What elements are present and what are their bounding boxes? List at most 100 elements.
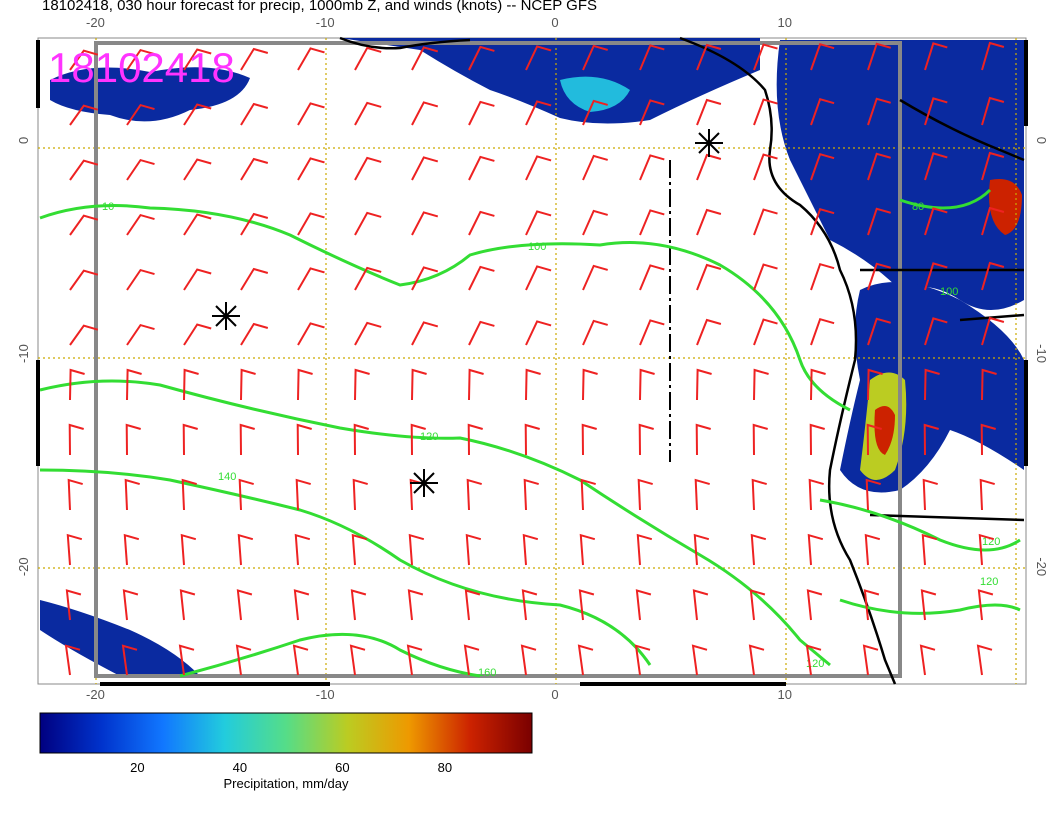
colorbar-tick: 40 [232, 760, 248, 775]
wind-barb [411, 101, 439, 126]
contour-lines [39, 188, 1021, 678]
wind-barb [639, 368, 655, 401]
wind-barb [581, 423, 597, 456]
wind-barb [69, 269, 99, 291]
wind-barb [240, 322, 269, 346]
wind-barb [520, 644, 537, 676]
wind-barb [693, 533, 710, 566]
wind-barb [924, 317, 948, 346]
wind-barb [468, 155, 495, 181]
wind-barb [638, 423, 654, 456]
wind-barb [183, 158, 212, 181]
wind-barb [467, 423, 483, 456]
wind-barb [240, 102, 269, 126]
wind-barb [810, 368, 826, 401]
wind-barb [582, 264, 608, 291]
wind-barb [639, 99, 665, 126]
lat-tick: -20 [16, 557, 31, 576]
region-box [94, 41, 902, 678]
wind-barb [867, 42, 891, 71]
frame-accents [36, 40, 1028, 686]
wind-barb [919, 644, 936, 676]
wind-barb [692, 589, 709, 621]
wind-barb [696, 263, 722, 291]
wind-barb [68, 423, 84, 456]
wind-barb [297, 368, 313, 401]
wind-barb [753, 43, 778, 71]
wind-barb [696, 208, 722, 236]
wind-barb [126, 48, 155, 71]
wind-barb [924, 207, 948, 236]
wind-barb [694, 478, 710, 511]
center-marker [695, 129, 723, 157]
lon-tick: 0 [551, 687, 558, 702]
wind-barb [696, 153, 722, 181]
wind-barb [976, 644, 993, 676]
wind-barb [525, 210, 552, 236]
wind-barb [411, 368, 427, 401]
wind-barb [235, 644, 252, 676]
wind-barb [521, 589, 538, 621]
wind-barb [981, 96, 1005, 126]
contour-label: 120 [420, 431, 438, 443]
wind-barb [579, 533, 596, 566]
wind-barb [296, 423, 312, 456]
precip-core-east [989, 179, 1022, 235]
wind-barb [639, 44, 665, 71]
wind-barb [126, 368, 142, 401]
wind-barb [183, 103, 212, 126]
wind-barb [924, 368, 940, 401]
wind-barb [349, 644, 366, 676]
wind-barb [69, 214, 99, 236]
wind-barb [582, 44, 608, 71]
lon-tick: -20 [86, 687, 105, 702]
wind-barb [810, 262, 835, 291]
coastline [339, 36, 1025, 685]
colorbar-tick: 60 [335, 760, 350, 775]
wind-barb [354, 266, 382, 291]
wind-barb [67, 478, 83, 511]
wind-barb [981, 261, 1005, 291]
wind-barb [406, 644, 423, 676]
wind-barb [639, 209, 665, 236]
wind-barb [924, 152, 948, 181]
wind-barb [805, 644, 822, 676]
wind-barb [124, 478, 140, 511]
wind-barb [979, 478, 995, 511]
map-title: 18102418, 030 hour forecast for precip, … [42, 0, 597, 14]
wind-barb [810, 42, 835, 71]
lon-tick: -10 [316, 15, 335, 30]
wind-barb [411, 46, 439, 71]
wind-barb [465, 533, 482, 566]
wind-barb [639, 264, 665, 291]
wind-barb [863, 589, 880, 621]
wind-barb [921, 533, 938, 566]
wind-barb [977, 589, 994, 621]
wind-barb [751, 478, 767, 511]
wind-barb [696, 368, 712, 401]
wind-barb [981, 206, 1005, 236]
wind-barb [981, 151, 1005, 181]
lon-tick: 10 [778, 687, 792, 702]
wind-barb [753, 98, 778, 126]
wind-barb [810, 207, 835, 236]
wind-barb [466, 478, 482, 511]
wind-barb [122, 589, 139, 621]
precip-core-north [560, 76, 630, 112]
wind-barb [749, 589, 766, 621]
wind-barb [183, 48, 212, 71]
wind-barb [468, 45, 495, 71]
wind-barb [523, 478, 539, 511]
wind-barb [354, 368, 370, 401]
wind-barb [978, 533, 995, 566]
wind-barb [297, 212, 325, 236]
wind-barb [808, 478, 824, 511]
wind-barb [464, 589, 481, 621]
wind-barb [980, 423, 996, 456]
wind-barb [468, 320, 495, 346]
lat-tick: -20 [1034, 557, 1049, 576]
contour-label: 10 [102, 201, 114, 213]
wind-barb [809, 423, 825, 456]
